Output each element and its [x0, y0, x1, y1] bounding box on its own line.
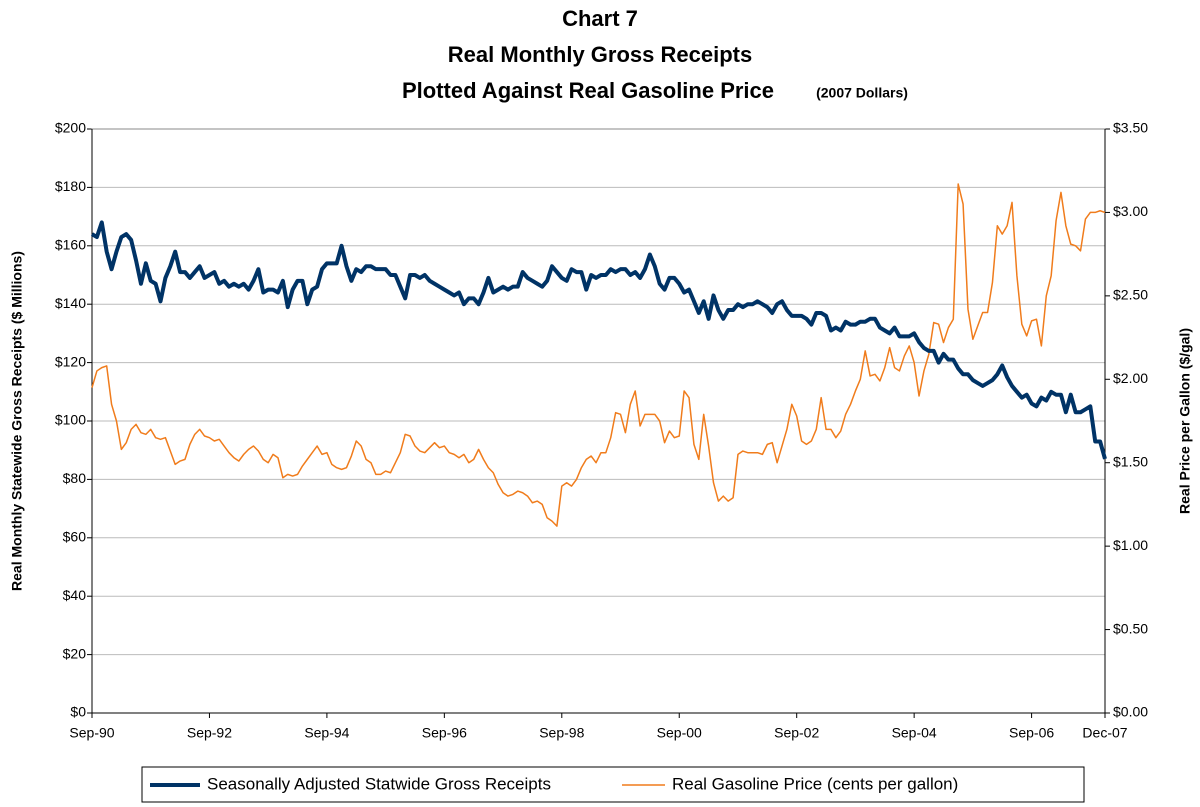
y2-tick-label: $3.00	[1113, 203, 1148, 219]
y-tick-label: $140	[55, 295, 86, 311]
x-tick-label: Sep-94	[304, 725, 349, 741]
y2-tick-label: $1.00	[1113, 537, 1148, 553]
x-tick-label: Sep-06	[1009, 725, 1054, 741]
series-line	[90, 220, 1107, 460]
y2-tick-label: $2.50	[1113, 287, 1148, 303]
y-tick-label: $40	[63, 587, 87, 603]
chart-title: Chart 7	[562, 6, 638, 31]
x-tick-label: Sep-96	[422, 725, 467, 741]
y-tick-label: $100	[55, 412, 86, 428]
legend-box	[141, 766, 1085, 803]
x-tick-label: Sep-02	[774, 725, 819, 741]
y-tick-label: $200	[55, 120, 86, 136]
x-tick-label: Sep-04	[892, 725, 937, 741]
y-tick-label: $20	[63, 645, 87, 661]
y-tick-label: $0	[70, 704, 86, 720]
y2-tick-label: $1.50	[1113, 453, 1148, 469]
x-tick-label: Sep-00	[657, 725, 702, 741]
y-tick-label: $180	[55, 178, 86, 194]
y-tick-label: $80	[63, 470, 87, 486]
y-tick-label: $160	[55, 237, 86, 253]
y-tick-label: $120	[55, 353, 86, 369]
y2-tick-label: $2.00	[1113, 370, 1148, 386]
y2-tick-label: $3.50	[1113, 120, 1148, 136]
y2-tick-label: $0.00	[1113, 704, 1148, 720]
y2-axis-title: Real Price per Gallon ($/gal)	[1177, 328, 1193, 514]
chart-subtitle: (2007 Dollars)	[816, 85, 908, 101]
x-tick-label: Dec-07	[1082, 725, 1127, 741]
y2-tick-label: $0.50	[1113, 620, 1148, 636]
x-tick-label: Sep-98	[539, 725, 584, 741]
chart-title: Plotted Against Real Gasoline Price	[402, 78, 774, 103]
legend-label: Seasonally Adjusted Statwide Gross Recei…	[207, 774, 551, 793]
y-tick-label: $60	[63, 529, 87, 545]
x-tick-label: Sep-90	[69, 725, 114, 741]
legend-label: Real Gasoline Price (cents per gallon)	[672, 774, 958, 793]
y-axis-title: Real Monthly Statewide Gross Receipts ($…	[9, 251, 25, 591]
series-line	[91, 183, 1106, 527]
x-tick-label: Sep-92	[187, 725, 232, 741]
chart-title: Real Monthly Gross Receipts	[448, 42, 752, 67]
